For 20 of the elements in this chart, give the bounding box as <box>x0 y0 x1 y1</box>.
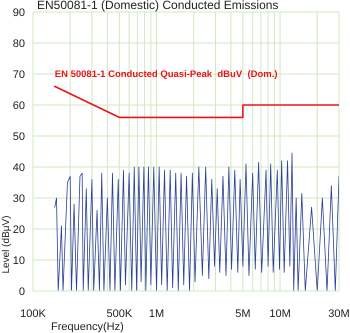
y-tick-label: 40 <box>12 162 25 174</box>
y-tick-label: 70 <box>12 68 25 81</box>
chart-title: EN50081-1 (Domestic) Conducted Emissions <box>37 0 278 12</box>
x-axis-title: Frequency(Hz) <box>51 321 124 333</box>
y-tick-label: 30 <box>12 192 25 205</box>
series-label: EN 50081-1 Conducted Quasi-Peak dBuV (Dom.) <box>54 69 278 80</box>
y-axis-title: Level (dBμV) <box>1 215 12 274</box>
x-tick-label: 500K <box>106 308 133 320</box>
x-tick-label: 1M <box>148 308 164 320</box>
x-tick-label: 100K <box>20 308 46 320</box>
x-tick-label: 10M <box>269 308 291 320</box>
y-tick-label: 50 <box>12 130 25 143</box>
y-tick-label: 80 <box>12 38 25 50</box>
y-tick-label: 0 <box>18 286 25 298</box>
y-tick-label: 10 <box>12 254 25 267</box>
y-tick-label: 60 <box>12 100 25 112</box>
x-tick-label: 30M <box>328 308 350 320</box>
y-tick-label: 20 <box>12 224 25 236</box>
x-tick-label: 5M <box>235 308 251 320</box>
y-tick-label: 90 <box>12 6 25 19</box>
